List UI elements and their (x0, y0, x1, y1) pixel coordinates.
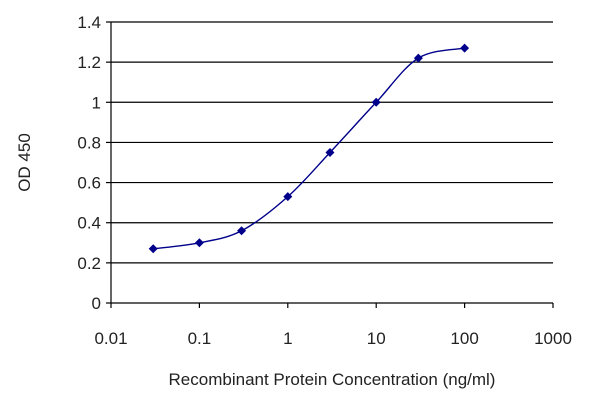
x-tick-label: 1000 (534, 329, 572, 348)
y-tick-label: 0 (92, 294, 101, 313)
x-tick-label: 10 (367, 329, 386, 348)
x-axis-title: Recombinant Protein Concentration (ng/ml… (169, 370, 496, 389)
data-point (194, 238, 204, 248)
data-point (237, 226, 247, 236)
x-tick-label: 0.1 (188, 329, 212, 348)
data-point (371, 97, 381, 107)
data-point (148, 244, 158, 254)
data-point (460, 43, 470, 53)
y-tick-label: 0.8 (77, 133, 101, 152)
axis-layer (106, 21, 554, 308)
data-point (413, 53, 423, 63)
series-line-0 (153, 47, 465, 250)
y-axis-title: OD 450 (15, 133, 34, 192)
data-point (283, 192, 293, 202)
tick-labels: 0 0.2 0.4 0.6 0.8 1 1.2 1.4 0.01 0.1 1 10 100 1000 (77, 13, 572, 348)
curve-layer (153, 47, 465, 250)
point-layer (148, 43, 470, 254)
y-tick-label: 0.6 (77, 174, 101, 193)
x-tick-label: 100 (450, 329, 478, 348)
y-tick-label: 0.2 (77, 254, 101, 273)
grid-layer (111, 21, 553, 264)
y-tick-label: 1.4 (77, 13, 101, 32)
y-tick-label: 1.2 (77, 53, 101, 72)
y-tick-label: 1 (92, 93, 101, 112)
data-point (325, 147, 335, 157)
y-tick-label: 0.4 (77, 214, 101, 233)
x-tick-label: 0.01 (94, 329, 127, 348)
x-tick-label: 1 (283, 329, 292, 348)
